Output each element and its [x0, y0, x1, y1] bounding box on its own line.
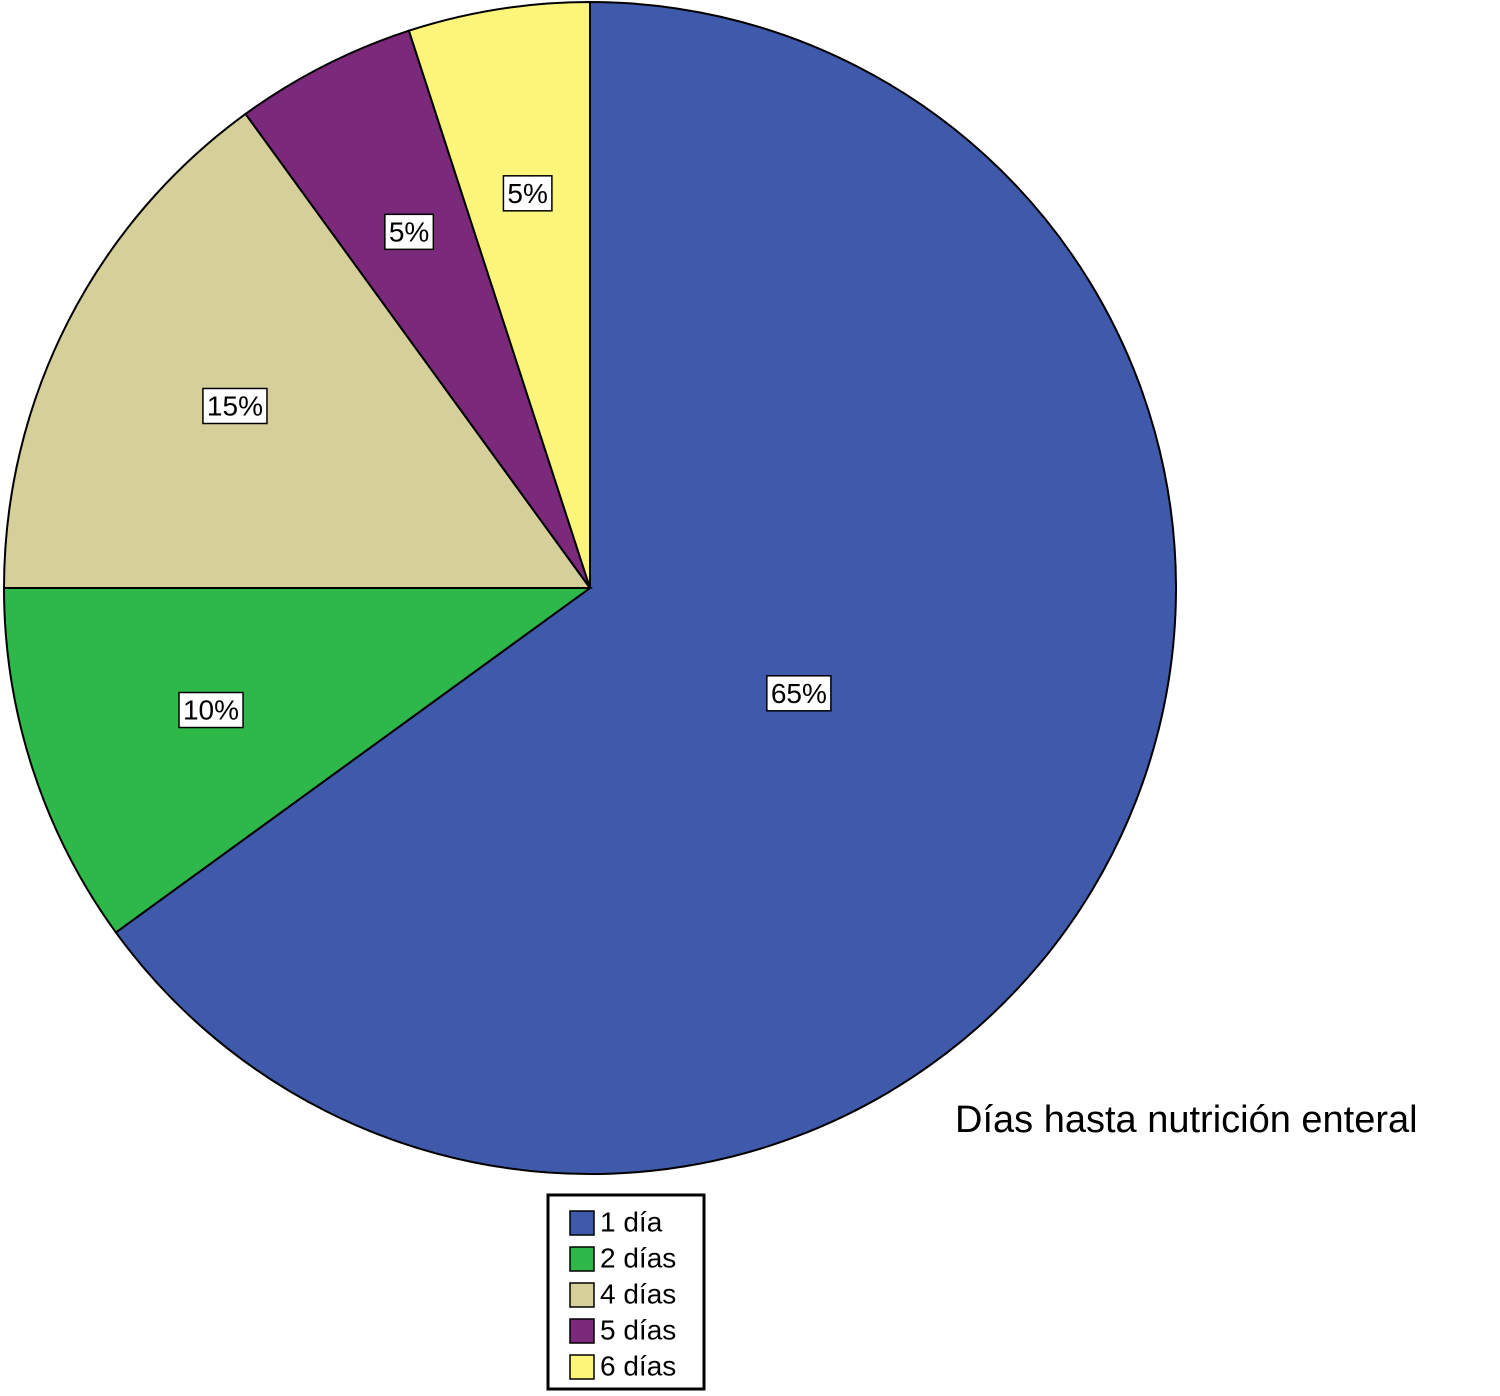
legend-label: 6 días	[600, 1350, 676, 1381]
pie-slice	[2, 112, 592, 589]
label-box	[202, 387, 268, 425]
slice-value-label: 65%	[771, 678, 827, 709]
label-box	[178, 691, 244, 729]
slice-value-label: 15%	[207, 390, 263, 421]
pie-slice	[2, 587, 594, 934]
legend-swatch	[569, 1318, 595, 1344]
slice-value-label: 10%	[183, 695, 239, 726]
legend-swatch	[569, 1210, 595, 1236]
slice-value-label: 5%	[389, 216, 429, 247]
legend-label: 2 días	[600, 1242, 676, 1273]
slice-label: 10%	[178, 691, 244, 729]
pie-slice	[114, 0, 1177, 1175]
label-box	[766, 675, 832, 712]
legend-swatch	[569, 1246, 595, 1272]
legend-label: 4 días	[600, 1278, 676, 1309]
slice-label: 5%	[384, 213, 435, 251]
slice-label: 15%	[202, 387, 268, 425]
slice-label: 5%	[502, 175, 553, 212]
label-box	[384, 213, 435, 251]
legend-swatch	[569, 1354, 595, 1380]
slice-value-label: 5%	[507, 178, 547, 209]
label-box	[502, 175, 553, 212]
chart-title: Días hasta nutrición enteral	[955, 1099, 1418, 1141]
legend-swatch	[569, 1282, 595, 1308]
pie-slice	[244, 29, 591, 589]
pie-slice	[407, 0, 591, 589]
legend-label: 1 día	[600, 1206, 663, 1237]
legend-label: 5 días	[600, 1314, 676, 1345]
slice-label: 65%	[766, 675, 832, 712]
